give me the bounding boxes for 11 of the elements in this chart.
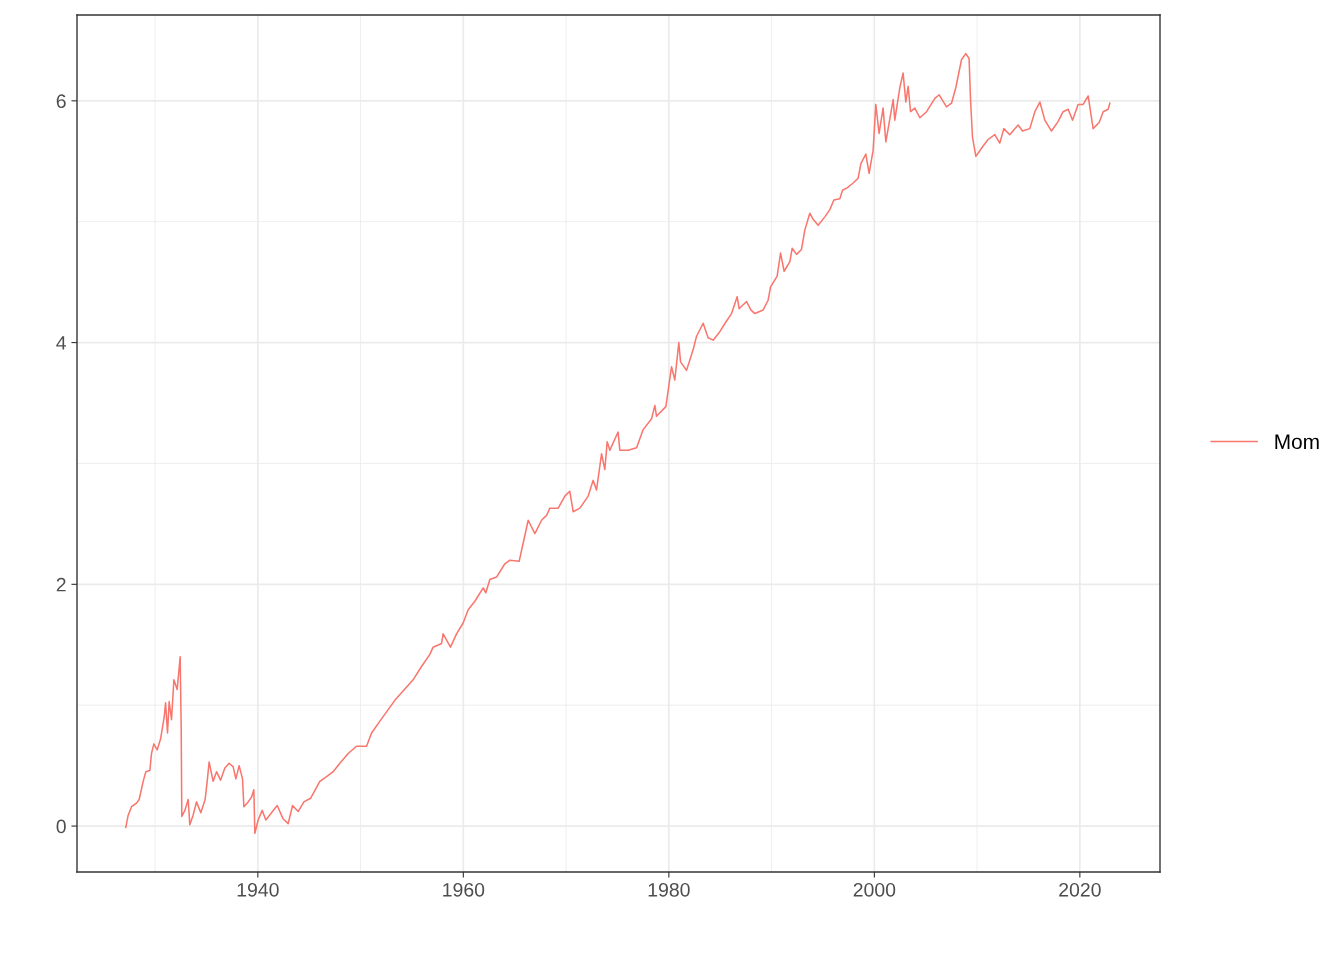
legend-label: Mom xyxy=(1275,434,1319,450)
x-tick-label: 1940 xyxy=(237,882,279,897)
y-tick-label: 0 xyxy=(56,819,66,834)
y-tick-label: 4 xyxy=(56,336,67,350)
y-tick-label: 2 xyxy=(56,577,66,592)
y-tick-label: 6 xyxy=(56,94,66,109)
x-tick-label: 2020 xyxy=(1059,882,1101,897)
x-tick-label: 1960 xyxy=(443,882,485,897)
x-tick-label: 2000 xyxy=(853,882,896,897)
x-tick-label: 1980 xyxy=(648,882,690,897)
line-series xyxy=(125,52,1111,835)
